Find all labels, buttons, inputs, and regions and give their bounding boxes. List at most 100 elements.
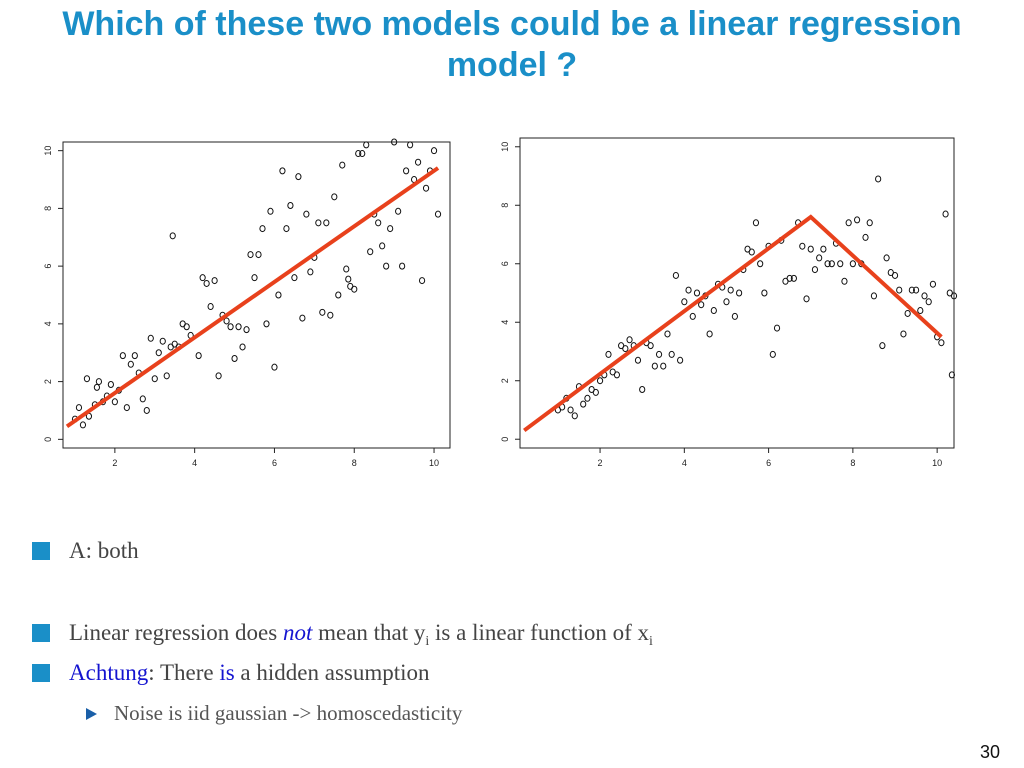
data-point [824, 260, 831, 268]
bullet-square-icon [32, 664, 50, 682]
emphasis-not: not [282, 620, 313, 645]
data-point [291, 274, 298, 282]
data-point [75, 404, 83, 412]
data-point [664, 330, 671, 338]
data-point [283, 225, 290, 233]
data-point [828, 260, 835, 268]
data-point [367, 248, 374, 256]
data-point [211, 277, 218, 285]
scatter-plot-linear: 2 4 6 8 10 0 2 4 6 8 10 [43, 138, 451, 468]
data-point [111, 398, 118, 406]
x-tick-label: 10 [932, 458, 942, 468]
data-point [275, 291, 282, 299]
data-point [639, 386, 646, 394]
data-point [736, 289, 743, 297]
data-point [215, 372, 222, 380]
slide-title: Which of these two models could be a lin… [62, 5, 962, 84]
data-point [319, 308, 326, 316]
data-point [387, 225, 394, 233]
data-point [698, 301, 705, 309]
data-point [163, 372, 170, 380]
data-point [681, 298, 688, 306]
y-tick-label: 6 [43, 264, 53, 269]
data-point [948, 371, 955, 379]
data-point [335, 291, 342, 299]
data-point [567, 406, 574, 414]
fit-line [523, 214, 943, 433]
data-point [896, 286, 903, 294]
data-point [580, 400, 587, 408]
y-tick-label: 10 [500, 142, 510, 152]
data-point [251, 274, 258, 282]
data-point [327, 311, 334, 319]
data-point [929, 280, 937, 288]
data-point [395, 207, 402, 215]
data-point [235, 323, 242, 331]
data-point [769, 350, 776, 358]
data-point [925, 298, 932, 306]
data-point [403, 167, 410, 175]
data-point [339, 161, 346, 169]
bullet-linear-regression: Linear regression does not mean that yi … [32, 620, 653, 650]
data-point [375, 219, 382, 227]
data-point [672, 271, 680, 279]
data-point [689, 312, 696, 320]
x-tick-label: 2 [598, 458, 603, 468]
data-point [418, 277, 426, 285]
data-point [199, 274, 206, 282]
y-tick-label: 8 [500, 203, 510, 208]
plot-frame [62, 141, 451, 449]
y-tick-label: 6 [500, 261, 510, 266]
triangle-bullet-icon [86, 708, 97, 720]
data-point [207, 303, 214, 311]
data-point [917, 307, 924, 315]
data-point [127, 360, 134, 368]
data-point [837, 260, 844, 268]
data-point [723, 298, 730, 306]
scatter-plot-piecewise: 2 4 6 8 10 0 2 4 6 8 10 [500, 137, 958, 468]
data-point [151, 375, 158, 383]
page-number: 30 [979, 742, 1000, 762]
data-point [259, 225, 266, 233]
data-point [131, 352, 138, 360]
y-tick-label: 2 [43, 379, 53, 384]
data-point [626, 336, 633, 344]
data-point [660, 362, 667, 370]
data-point [853, 216, 861, 224]
data-point [195, 352, 202, 360]
data-point [255, 251, 262, 259]
data-point [123, 404, 130, 412]
data-point [942, 210, 949, 218]
data-point [263, 320, 270, 328]
data-point [247, 251, 254, 259]
data-point [710, 307, 717, 315]
data-point [748, 248, 755, 256]
data-point [295, 173, 302, 181]
data-point [752, 219, 760, 227]
x-tick-label: 8 [850, 458, 855, 468]
data-point [849, 260, 856, 268]
x-tick-label: 2 [112, 458, 117, 468]
data-point [677, 356, 684, 364]
data-point [908, 286, 915, 294]
y-tick-label: 4 [43, 321, 53, 326]
data-point [323, 219, 330, 227]
data-point [879, 342, 886, 350]
data-point [605, 350, 612, 358]
data-point [584, 394, 591, 402]
data-point [811, 266, 819, 274]
data-point [634, 356, 642, 364]
data-point [434, 210, 442, 218]
data-point [267, 207, 274, 215]
data-point [647, 342, 654, 350]
data-point [239, 343, 246, 351]
data-point [399, 262, 406, 270]
sub-bullet-noise: Noise is iid gaussian -> homoscedasticit… [86, 701, 462, 726]
data-point [668, 350, 675, 358]
data-point [622, 345, 629, 353]
data-point [169, 232, 176, 240]
data-point [727, 286, 734, 294]
data-point [596, 377, 604, 385]
data-point [731, 312, 738, 320]
data-point [363, 141, 370, 149]
